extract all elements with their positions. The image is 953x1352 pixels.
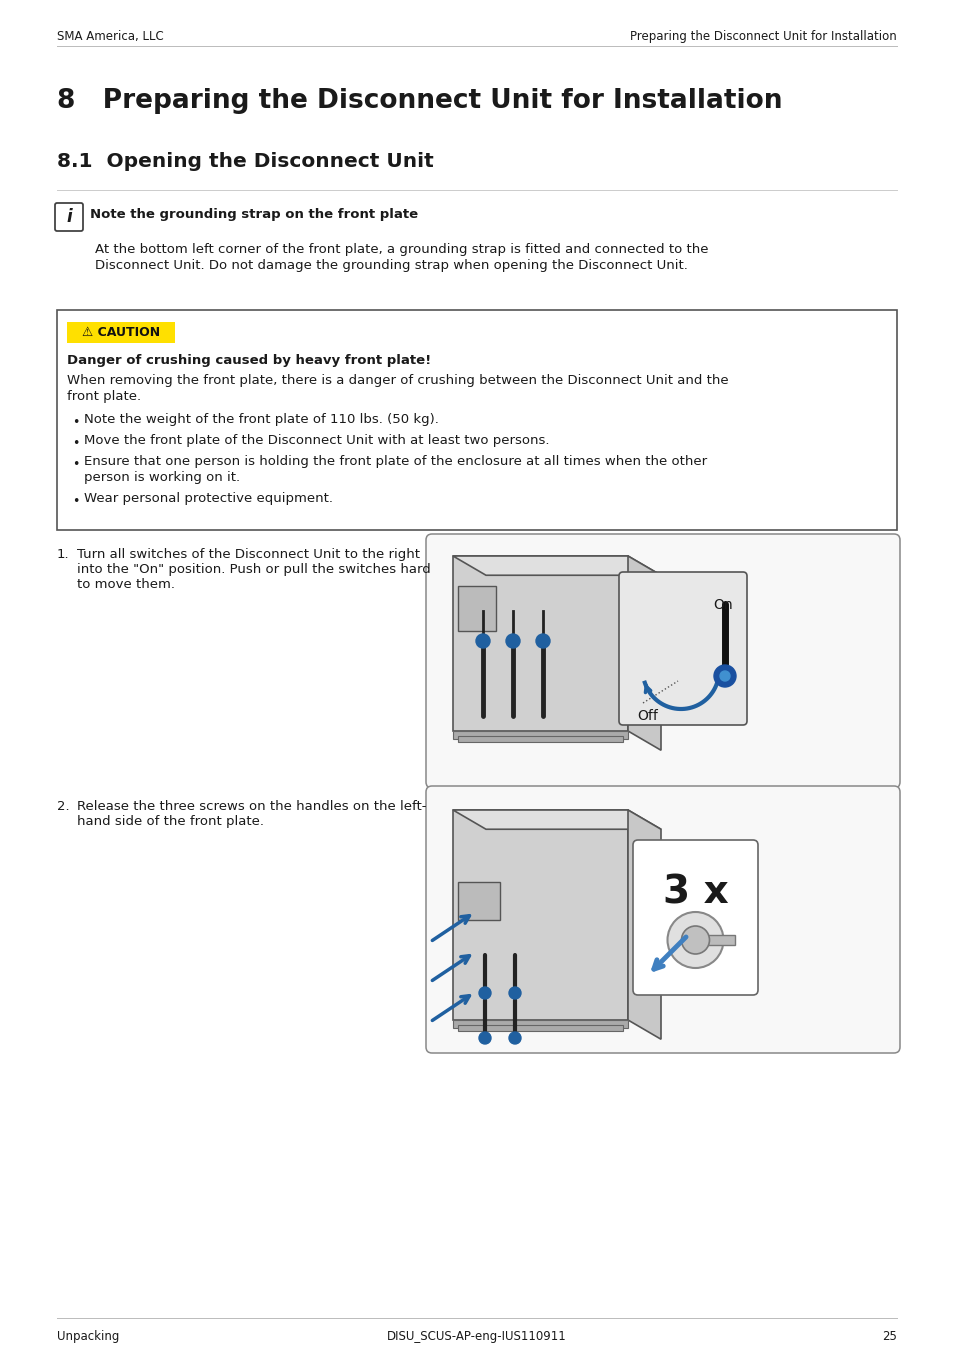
Text: DISU_SCUS-AP-eng-IUS110911: DISU_SCUS-AP-eng-IUS110911 (387, 1330, 566, 1343)
Circle shape (713, 665, 735, 687)
FancyBboxPatch shape (618, 572, 746, 725)
Circle shape (680, 926, 709, 955)
Text: 2.: 2. (57, 800, 70, 813)
Text: •: • (71, 416, 79, 429)
Circle shape (505, 634, 519, 648)
Bar (457, 585, 496, 631)
Text: Unpacking: Unpacking (57, 1330, 119, 1343)
Text: to move them.: to move them. (77, 579, 174, 591)
Text: Turn all switches of the Disconnect Unit to the right: Turn all switches of the Disconnect Unit… (77, 548, 419, 561)
Bar (707, 936, 735, 945)
Bar (57, 310, 896, 530)
Text: Release the three screws on the handles on the left-: Release the three screws on the handles … (77, 800, 426, 813)
Circle shape (667, 913, 722, 968)
Bar (457, 1025, 622, 1032)
Polygon shape (627, 810, 660, 1040)
Text: Disconnect Unit. Do not damage the grounding strap when opening the Disconnect U: Disconnect Unit. Do not damage the groun… (95, 260, 687, 272)
Bar (453, 810, 627, 1019)
Text: person is working on it.: person is working on it. (84, 470, 240, 484)
Text: Off: Off (637, 708, 658, 723)
Circle shape (536, 634, 550, 648)
Circle shape (720, 671, 729, 681)
Text: At the bottom left corner of the front plate, a grounding strap is fitted and co: At the bottom left corner of the front p… (95, 243, 708, 256)
Circle shape (509, 987, 520, 999)
Text: Ensure that one person is holding the front plate of the enclosure at all times : Ensure that one person is holding the fr… (84, 456, 706, 468)
Text: into the "On" position. Push or pull the switches hard: into the "On" position. Push or pull the… (77, 562, 431, 576)
Text: •: • (71, 458, 79, 470)
Bar (453, 1019, 627, 1028)
Polygon shape (453, 556, 660, 575)
Text: When removing the front plate, there is a danger of crushing between the Disconn: When removing the front plate, there is … (67, 375, 728, 387)
FancyBboxPatch shape (426, 786, 899, 1053)
Bar (67, 322, 174, 343)
Text: 8   Preparing the Disconnect Unit for Installation: 8 Preparing the Disconnect Unit for Inst… (57, 88, 781, 114)
Text: On: On (712, 598, 732, 612)
Text: ⚠ CAUTION: ⚠ CAUTION (82, 326, 160, 339)
Text: Note the grounding strap on the front plate: Note the grounding strap on the front pl… (90, 208, 417, 220)
Circle shape (478, 1032, 491, 1044)
Text: Preparing the Disconnect Unit for Installation: Preparing the Disconnect Unit for Instal… (630, 30, 896, 43)
Polygon shape (627, 556, 660, 750)
Text: •: • (71, 495, 79, 508)
Text: Note the weight of the front plate of 110 lbs. (50 kg).: Note the weight of the front plate of 11… (84, 412, 438, 426)
Text: 25: 25 (882, 1330, 896, 1343)
Text: front plate.: front plate. (67, 389, 141, 403)
Bar (453, 731, 627, 740)
Text: •: • (71, 437, 79, 450)
Polygon shape (453, 810, 660, 829)
Text: Wear personal protective equipment.: Wear personal protective equipment. (84, 492, 333, 506)
Text: Move the front plate of the Disconnect Unit with at least two persons.: Move the front plate of the Disconnect U… (84, 434, 549, 448)
Circle shape (509, 1032, 520, 1044)
Circle shape (478, 987, 491, 999)
Circle shape (476, 634, 490, 648)
FancyBboxPatch shape (633, 840, 758, 995)
Bar (457, 882, 499, 919)
Text: 1.: 1. (57, 548, 70, 561)
Text: SMA America, LLC: SMA America, LLC (57, 30, 164, 43)
FancyBboxPatch shape (426, 534, 899, 788)
Text: 8.1  Opening the Disconnect Unit: 8.1 Opening the Disconnect Unit (57, 151, 434, 170)
Text: hand side of the front plate.: hand side of the front plate. (77, 815, 264, 827)
Text: i: i (66, 208, 71, 226)
Text: 3 x: 3 x (662, 873, 727, 911)
Text: Danger of crushing caused by heavy front plate!: Danger of crushing caused by heavy front… (67, 354, 431, 366)
Bar (457, 735, 622, 742)
Bar (453, 556, 627, 731)
FancyBboxPatch shape (55, 203, 83, 231)
